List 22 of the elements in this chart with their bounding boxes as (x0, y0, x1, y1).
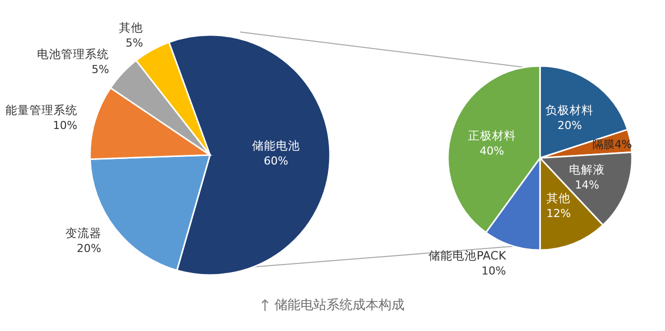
data-label: 5% (92, 62, 110, 76)
data-label: 40% (480, 144, 504, 158)
slice-label: 其他 (119, 20, 144, 34)
data-label: 12% (546, 207, 571, 220)
data-label: 20% (558, 119, 582, 132)
data-label: 14% (574, 178, 600, 192)
slice-label: 储能电池PACK (428, 248, 506, 263)
slice-label: 电解液 (569, 162, 606, 177)
data-label: 20% (76, 242, 102, 255)
slice-label: 电池管理系统 (37, 46, 110, 61)
text: 储能电站系统成本构成 (274, 297, 404, 314)
data-label: 5% (126, 36, 144, 50)
slice-label: 正极材料 (468, 128, 516, 142)
slice-label: 隔膜 (592, 138, 615, 152)
slice-label: 变流器 (65, 226, 102, 240)
slice-label: 负极材料 (546, 103, 594, 118)
data-label: 10% (482, 264, 506, 278)
slice-label: 能量管理系统 (5, 102, 78, 117)
slice-label: 其他 (546, 191, 571, 206)
data-label: 10% (52, 118, 78, 132)
slice-label: 储能电池 (252, 138, 300, 153)
data-label: 60% (264, 154, 288, 168)
